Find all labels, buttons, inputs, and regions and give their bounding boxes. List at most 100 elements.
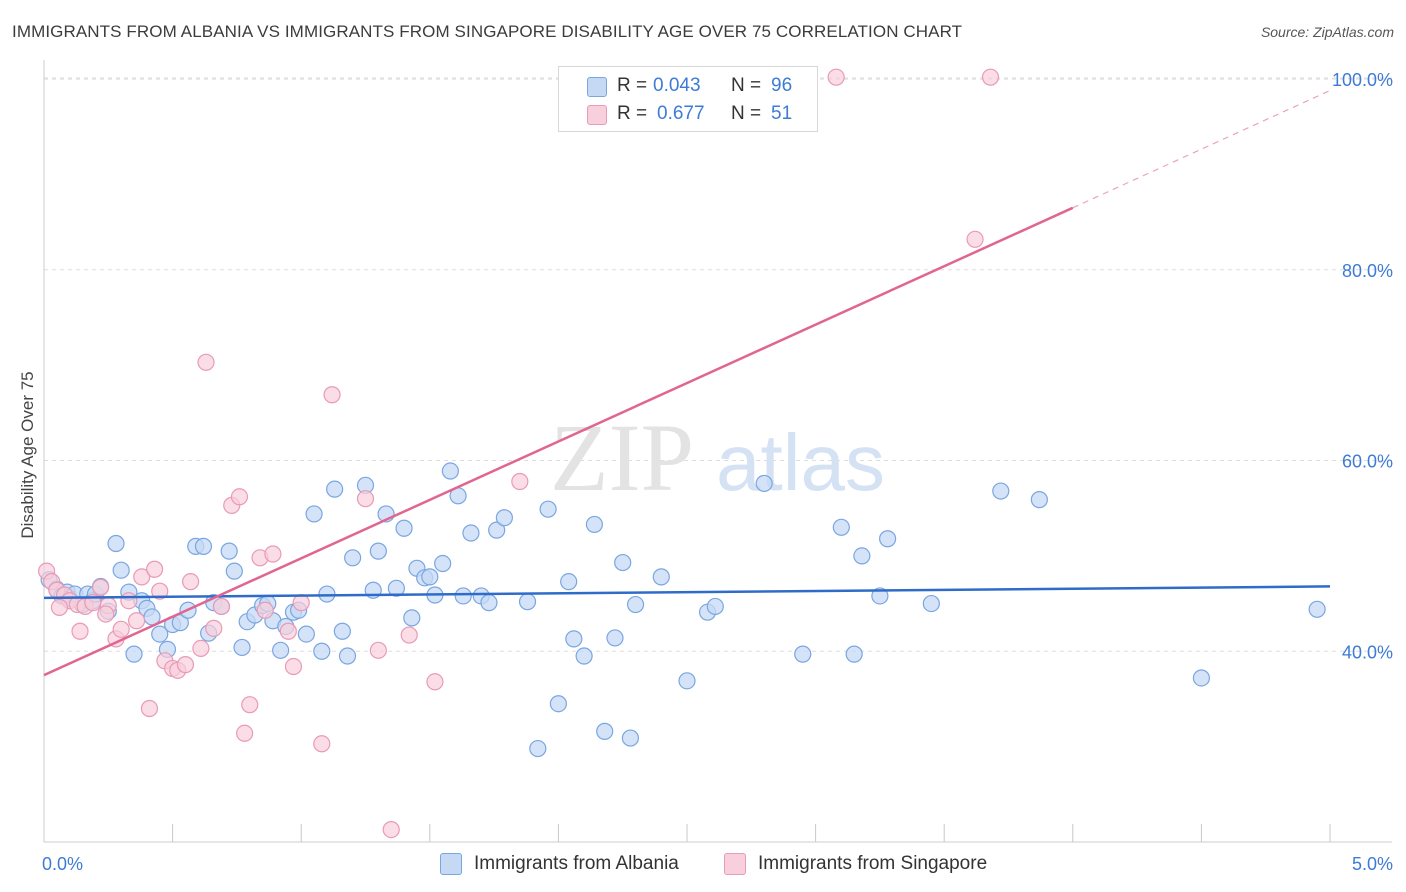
legend-n-label: N = <box>731 75 762 96</box>
albania-point <box>305 505 323 523</box>
albania-point <box>338 647 357 665</box>
albania-point <box>454 587 472 605</box>
albania-point <box>585 515 604 534</box>
legend-n-label: N = <box>731 103 762 124</box>
y-tick-label: 80.0% <box>1342 261 1393 281</box>
singapore-point <box>292 594 310 612</box>
singapore-point <box>400 626 418 644</box>
tick-labels: 40.0% 60.0% 80.0% 100.0% 0.0% 5.0% <box>42 70 1393 874</box>
albania-point <box>922 594 940 613</box>
singapore-point <box>192 639 210 658</box>
singapore-point <box>511 472 529 491</box>
albania-point <box>879 530 897 548</box>
singapore-point <box>71 622 89 640</box>
albania-point <box>272 641 290 659</box>
y-tick-label: 40.0% <box>1342 642 1393 662</box>
albania-point <box>565 630 583 648</box>
legend-r-value: 0.677 <box>657 103 705 124</box>
legend-r-value: 0.043 <box>653 75 701 96</box>
legend-swatch-singapore <box>587 105 607 125</box>
singapore-point <box>205 619 223 637</box>
albania-point <box>395 519 413 537</box>
singapore-point <box>279 622 297 640</box>
bottom-legend-label-singapore: Immigrants from Singapore <box>758 853 988 874</box>
singapore-point <box>176 656 195 674</box>
albania-point <box>387 579 405 597</box>
singapore-point <box>382 821 400 839</box>
legend: R = 0.043 N = 96 R = 0.677 N = 51 <box>558 66 818 132</box>
singapore-point <box>241 696 259 714</box>
singapore-point <box>197 353 215 371</box>
watermark-atlas: atlas <box>716 418 885 507</box>
singapore-point <box>369 641 387 659</box>
albania-point <box>421 568 439 586</box>
singapore-point <box>140 699 159 718</box>
albania-point <box>495 509 513 527</box>
albania-point <box>755 474 773 493</box>
singapore-point <box>112 620 130 638</box>
albania-point <box>1192 669 1211 687</box>
albania-point <box>606 629 624 647</box>
albania-point <box>480 594 498 612</box>
albania-trend-line <box>43 585 1331 600</box>
albania-point <box>441 462 459 480</box>
albania-point <box>326 480 344 498</box>
albania-point <box>462 524 480 542</box>
albania-point <box>626 595 645 614</box>
singapore-point <box>145 560 164 578</box>
singapore-point <box>97 605 115 623</box>
albania-point <box>871 587 889 605</box>
x-tick-label: 5.0% <box>1352 854 1393 874</box>
albania-point <box>313 642 331 660</box>
albania-point <box>621 729 640 747</box>
legend-r-label: R = <box>617 103 648 124</box>
albania-point <box>706 597 724 616</box>
chart-title: IMMIGRANTS FROM ALBANIA VS IMMIGRANTS FR… <box>12 22 963 41</box>
albania-point <box>678 672 696 690</box>
albania-point <box>220 542 238 560</box>
albania-point <box>333 622 351 640</box>
singapore-point <box>256 601 274 619</box>
singapore-point <box>966 230 984 248</box>
bottom-legend-albania: Immigrants from Albania <box>440 850 679 878</box>
singapore-point <box>212 597 231 616</box>
trend-lines <box>43 89 1331 677</box>
albania-point <box>1030 491 1048 509</box>
bottom-legend-swatch-singapore <box>724 853 746 875</box>
albania-point <box>614 553 632 572</box>
watermark: ZIP atlas <box>550 404 885 511</box>
bottom-legend-swatch-albania <box>440 853 462 875</box>
albania-point <box>233 638 251 657</box>
singapore-points <box>37 68 1000 839</box>
albania-point <box>992 482 1010 500</box>
albania-point <box>845 645 863 663</box>
albania-point <box>539 500 557 518</box>
singapore-trend-extension <box>1072 89 1331 209</box>
source-credit: Source: ZipAtlas.com <box>1260 24 1394 40</box>
albania-point <box>112 561 130 579</box>
x-tick-label: 0.0% <box>42 854 83 874</box>
singapore-point <box>827 68 845 86</box>
albania-point <box>529 739 547 758</box>
albania-point <box>403 609 421 627</box>
singapore-point <box>182 573 200 591</box>
albania-point <box>171 614 189 632</box>
albania-point <box>297 625 315 643</box>
albania-point <box>560 573 578 591</box>
albania-point <box>434 554 452 573</box>
legend-r-label: R = <box>617 75 648 96</box>
y-axis-title: Disability Age Over 75 <box>18 371 37 538</box>
legend-n-value: 51 <box>771 103 793 124</box>
albania-point <box>107 534 125 553</box>
singapore-point <box>236 724 254 742</box>
singapore-point <box>230 488 249 506</box>
albania-point <box>575 647 593 665</box>
singapore-point <box>284 657 303 676</box>
albania-point <box>832 518 850 536</box>
singapore-point <box>426 673 444 691</box>
singapore-point <box>91 578 110 596</box>
y-tick-label: 60.0% <box>1342 452 1393 472</box>
axes <box>43 60 1392 843</box>
singapore-point <box>313 735 331 753</box>
